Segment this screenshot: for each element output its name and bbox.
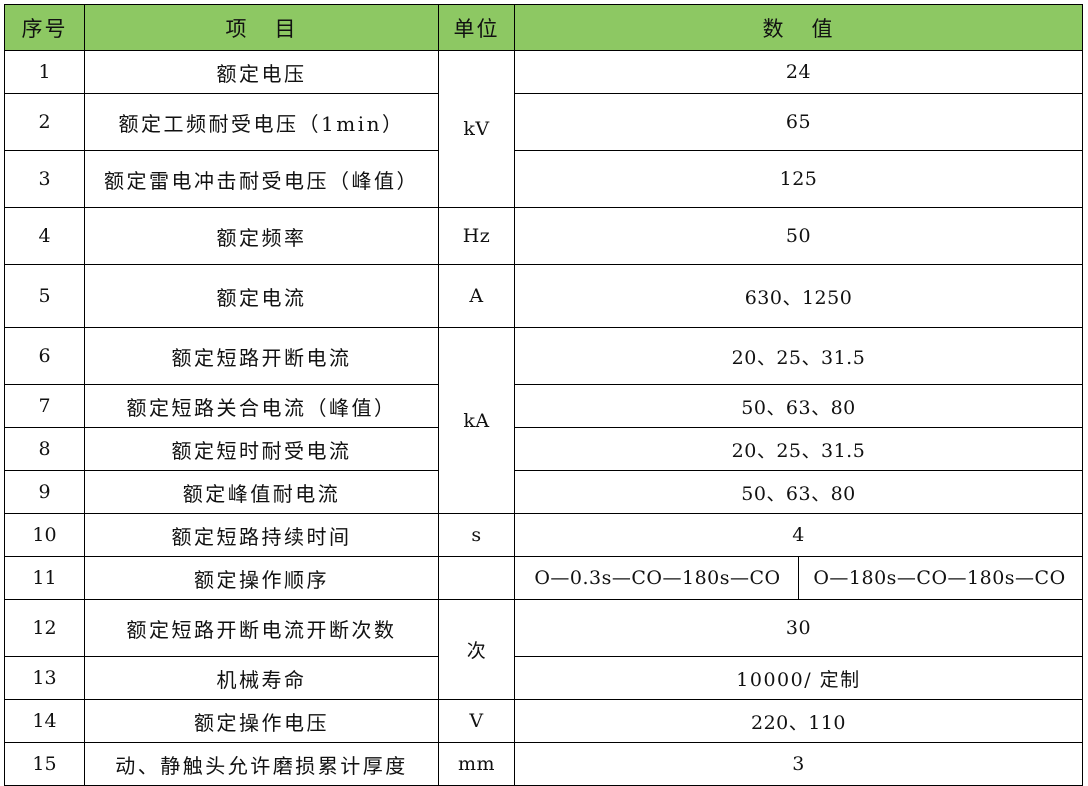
cell-serial-number: 14: [4, 699, 85, 743]
cell-unit-empty: [438, 556, 515, 600]
cell-value-sequence-a: O—0.3s—CO—180s—CO: [517, 557, 799, 599]
cell-serial-number: 5: [4, 264, 85, 328]
cell-item-name: 额定短时耐受电流: [84, 427, 439, 471]
cell-value: 630、1250: [514, 264, 1083, 328]
cell-unit-kv: kV: [438, 50, 515, 208]
cell-item-name: 机械寿命: [84, 656, 439, 700]
cell-value: 20、25、31.5: [514, 327, 1083, 385]
cell-value: 3: [514, 742, 1083, 786]
cell-value-sequence-b: O—180s—CO—180s—CO: [813, 567, 1066, 589]
cell-value: 24: [514, 50, 1083, 94]
cell-value: 125: [514, 150, 1083, 208]
table-row: 3 额定雷电冲击耐受电压（峰值） 125: [4, 150, 1083, 208]
cell-serial-number: 1: [4, 50, 85, 94]
column-header-unit: 单位: [438, 4, 515, 51]
cell-serial-number: 13: [4, 656, 85, 700]
table-row: 7 额定短路关合电流（峰值） 50、63、80: [4, 384, 1083, 428]
table-row: 6 额定短路开断电流 kA 20、25、31.5: [4, 327, 1083, 514]
cell-unit-a: A: [438, 264, 515, 328]
cell-unit-mm: mm: [438, 742, 515, 786]
cell-item-name: 额定工频耐受电压（1min）: [84, 93, 439, 151]
column-header-item: 项目: [84, 4, 439, 51]
cell-serial-number: 10: [4, 513, 85, 557]
table-body: 1 额定电压 kV 24 2 额定工频耐受电压（1min） 65 3 额定雷电冲…: [4, 50, 1083, 786]
cell-value: 220、110: [514, 699, 1083, 743]
cell-item-name: 额定峰值耐电流: [84, 470, 439, 514]
cell-serial-number: 8: [4, 427, 85, 471]
table-row: 4 额定频率 Hz 50: [4, 207, 1083, 265]
cell-item-name: 额定短路持续时间: [84, 513, 439, 557]
cell-value: 65: [514, 93, 1083, 151]
cell-value: 50、63、80: [514, 384, 1083, 428]
cell-serial-number: 2: [4, 93, 85, 151]
cell-value: 20、25、31.5: [514, 427, 1083, 471]
cell-unit-hz: Hz: [438, 207, 515, 265]
table-row: 12 额定短路开断电流开断次数 次 30: [4, 599, 1083, 700]
cell-unit-times: 次: [438, 599, 515, 700]
cell-item-name: 额定雷电冲击耐受电压（峰值）: [84, 150, 439, 208]
column-header-value: 数值: [514, 4, 1083, 51]
table-row: 8 额定短时耐受电流 20、25、31.5: [4, 427, 1083, 471]
cell-serial-number: 15: [4, 742, 85, 786]
spec-table-container: 序号 项目 单位 数值 1 额定电压 kV 24 2 额定工频耐受电压（1min…: [4, 4, 1083, 786]
cell-serial-number: 11: [4, 556, 85, 600]
column-header-value-char-2: 值: [811, 16, 835, 41]
cell-value-split: O—0.3s—CO—180s—CO O—180s—CO—180s—CO: [514, 556, 1083, 600]
cell-item-name: 动、静触头允许磨损累计厚度: [84, 742, 439, 786]
cell-serial-number: 3: [4, 150, 85, 208]
cell-item-name: 额定电流: [84, 264, 439, 328]
cell-unit-ka: kA: [438, 327, 515, 514]
table-row: 2 额定工频耐受电压（1min） 65: [4, 93, 1083, 151]
cell-value: 50、63、80: [514, 470, 1083, 514]
column-header-item-char-1: 项: [225, 16, 249, 41]
cell-item-name: 额定短路开断电流开断次数: [84, 599, 439, 657]
header-row: 序号 项目 单位 数值: [4, 4, 1083, 51]
table-row: 13 机械寿命 10000/ 定制: [4, 656, 1083, 700]
cell-serial-number: 4: [4, 207, 85, 265]
cell-serial-number: 12: [4, 599, 85, 657]
cell-value: 10000/ 定制: [514, 656, 1083, 700]
cell-item-name: 额定操作顺序: [84, 556, 439, 600]
operating-sequence-subtable: O—0.3s—CO—180s—CO O—180s—CO—180s—CO: [517, 557, 1080, 599]
cell-unit-s: s: [438, 513, 515, 557]
cell-value: 4: [514, 513, 1083, 557]
cell-serial-number: 6: [4, 327, 85, 385]
cell-serial-number: 9: [4, 470, 85, 514]
technical-parameters-table: 序号 项目 单位 数值 1 额定电压 kV 24 2 额定工频耐受电压（1min…: [4, 4, 1083, 786]
table-row: 15 动、静触头允许磨损累计厚度 mm 3: [4, 742, 1083, 786]
column-header-serial-number: 序号: [4, 4, 85, 51]
table-row: 1 额定电压 kV 24: [4, 50, 1083, 208]
cell-item-name: 额定操作电压: [84, 699, 439, 743]
cell-serial-number: 7: [4, 384, 85, 428]
table-row: 5 额定电流 A 630、1250: [4, 264, 1083, 328]
cell-item-name: 额定频率: [84, 207, 439, 265]
table-row: 9 额定峰值耐电流 50、63、80: [4, 470, 1083, 514]
cell-item-name: 额定短路关合电流（峰值）: [84, 384, 439, 428]
table-row: 11 额定操作顺序 O—0.3s—CO—180s—CO O—180s—CO—18…: [4, 556, 1083, 600]
operating-sequence-row: O—0.3s—CO—180s—CO O—180s—CO—180s—CO: [517, 557, 1080, 599]
table-header: 序号 项目 单位 数值: [4, 4, 1083, 51]
column-header-value-char-1: 数: [762, 16, 786, 41]
cell-item-name: 额定电压: [84, 50, 439, 94]
column-header-item-char-2: 目: [274, 16, 298, 41]
cell-value: 30: [514, 599, 1083, 657]
table-row: 14 额定操作电压 V 220、110: [4, 699, 1083, 743]
cell-item-name: 额定短路开断电流: [84, 327, 439, 385]
table-row: 10 额定短路持续时间 s 4: [4, 513, 1083, 557]
cell-unit-v: V: [438, 699, 515, 743]
cell-value: 50: [514, 207, 1083, 265]
